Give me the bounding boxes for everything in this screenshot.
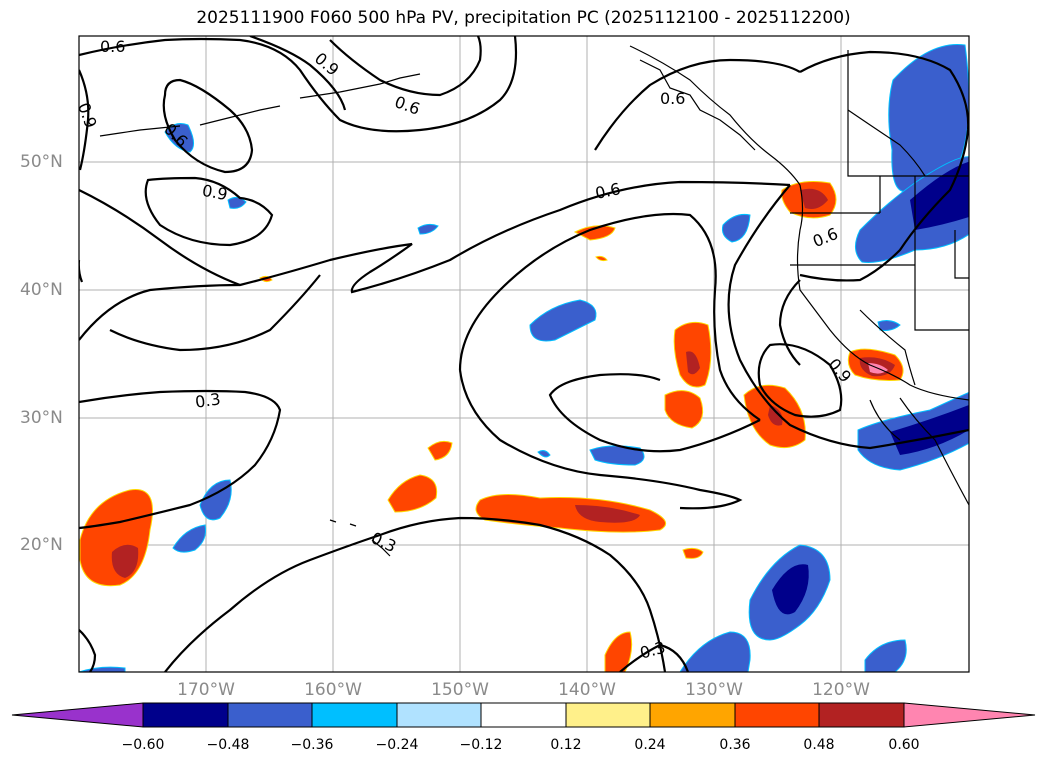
lon-label: 150°W <box>431 680 489 700</box>
colorbar-tick: −0.60 <box>121 737 165 753</box>
graticule <box>79 36 969 672</box>
colorbar-tick: −0.36 <box>290 737 334 753</box>
colorbar-tick: −0.48 <box>206 737 250 753</box>
colorbar-tick: 0.36 <box>719 737 751 753</box>
lon-label: 140°W <box>558 680 616 700</box>
colorbar-bin <box>396 702 482 728</box>
colorbar <box>11 702 1036 728</box>
lat-label: 30°N <box>20 408 63 428</box>
colorbar-tick: −0.24 <box>375 737 419 753</box>
contour-label: 0.6 <box>660 89 685 108</box>
contour-label: 0.6 <box>593 179 622 203</box>
lon-label: 130°W <box>685 680 743 700</box>
lat-label: 20°N <box>20 535 63 555</box>
colorbar-bin <box>649 702 736 728</box>
contour-label: 0.9 <box>201 181 229 204</box>
precip-positive-regions <box>79 181 904 672</box>
colorbar-bin <box>565 702 651 728</box>
contour-label: 0.3 <box>194 389 222 411</box>
lat-label: 50°N <box>20 152 63 172</box>
lon-label: 160°W <box>304 680 362 700</box>
colorbar-under-arrow <box>11 702 144 728</box>
colorbar-bin <box>311 702 398 728</box>
colorbar-tick: 0.48 <box>803 737 835 753</box>
colorbar-bin <box>734 702 820 728</box>
lon-label: 120°W <box>812 680 870 700</box>
colorbar-tick: 0.24 <box>634 737 666 753</box>
colorbar-tick: −0.12 <box>459 737 503 753</box>
contour-label: 0.9 <box>74 100 101 130</box>
map-border <box>78 35 970 673</box>
map-title: 2025111900 F060 500 hPa PV, precipitatio… <box>196 8 851 28</box>
colorbar-tick: 0.60 <box>888 737 920 753</box>
map-frame-bg <box>79 36 969 672</box>
lat-label: 40°N <box>20 280 63 300</box>
colorbar-bin <box>142 702 229 728</box>
pv-contours <box>79 36 969 672</box>
colorbar-bin <box>818 702 905 728</box>
colorbar-tick: 0.12 <box>550 737 582 753</box>
colorbar-bin <box>227 702 313 728</box>
lon-label: 170°W <box>177 680 235 700</box>
colorbar-bin <box>480 702 567 728</box>
contour-label: 0.6 <box>100 37 125 56</box>
coastlines <box>99 45 969 557</box>
colorbar-over-arrow <box>903 702 1036 728</box>
